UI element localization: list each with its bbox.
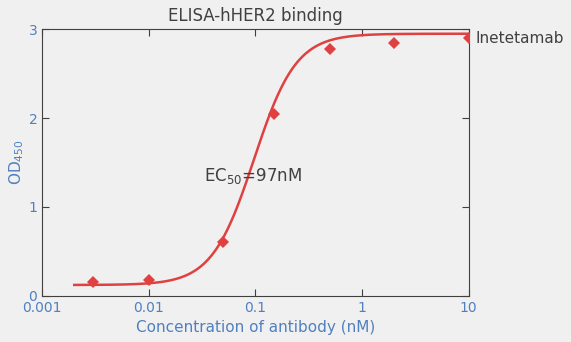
Title: ELISA-hHER2 binding: ELISA-hHER2 binding (168, 7, 343, 25)
Y-axis label: OD$_{450}$: OD$_{450}$ (7, 140, 26, 185)
X-axis label: Concentration of antibody (nM): Concentration of antibody (nM) (136, 320, 375, 335)
Text: Inetetamab: Inetetamab (476, 31, 564, 45)
Text: EC$_{50}$=97nM: EC$_{50}$=97nM (204, 167, 302, 186)
